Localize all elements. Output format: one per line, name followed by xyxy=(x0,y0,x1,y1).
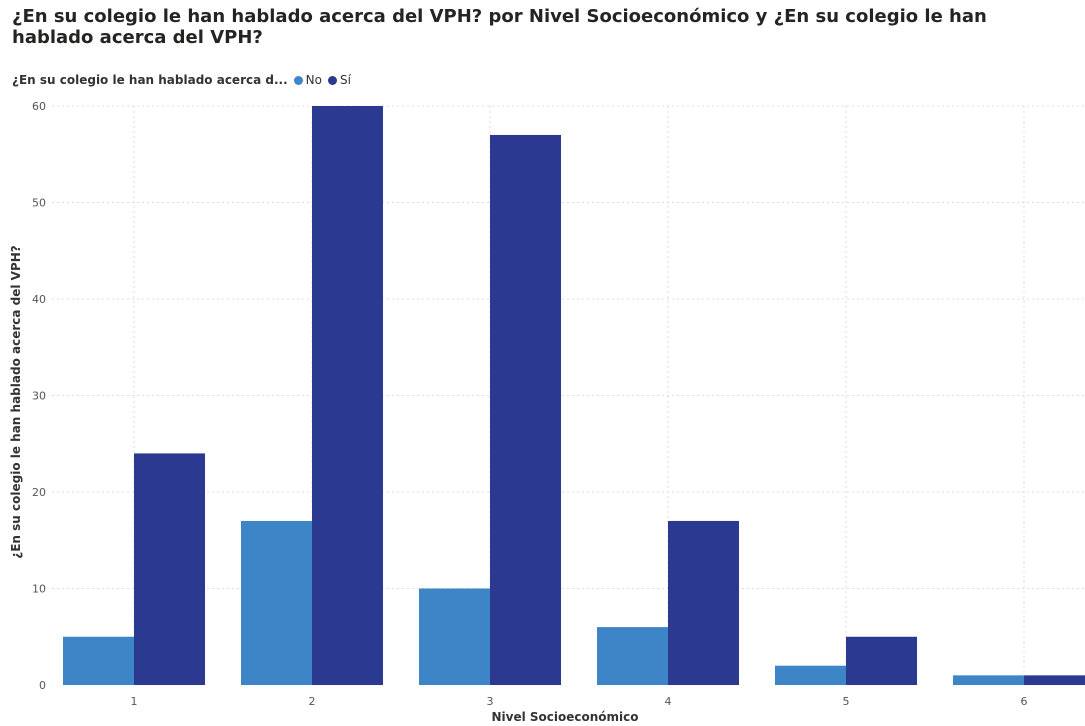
x-axis-ticks: 1 2 3 4 5 6 xyxy=(131,695,1028,708)
bar-no-5[interactable] xyxy=(775,665,846,685)
bar-no-6[interactable] xyxy=(953,675,1024,685)
y-tick-label: 0 xyxy=(39,679,46,692)
bar-no-4[interactable] xyxy=(597,627,668,685)
bar-no-3[interactable] xyxy=(419,588,490,686)
legend-item-si[interactable]: Sí xyxy=(327,73,351,87)
y-axis-label: ¿En su colegio le han hablado acerca del… xyxy=(9,245,23,559)
x-tick-label: 3 xyxy=(487,695,494,708)
y-tick-label: 50 xyxy=(32,197,46,210)
legend: ¿En su colegio le han hablado acerca d..… xyxy=(12,73,351,87)
bar-si-4[interactable] xyxy=(668,520,739,685)
x-axis-label: Nivel Socioeconómico xyxy=(491,710,638,724)
y-tick-label: 30 xyxy=(32,390,46,403)
bar-si-3[interactable] xyxy=(490,134,561,685)
x-tick-label: 2 xyxy=(309,695,316,708)
legend-swatch-no xyxy=(293,75,303,85)
x-tick-label: 1 xyxy=(131,695,138,708)
gridlines xyxy=(52,105,1085,685)
bar-no-2[interactable] xyxy=(241,520,312,685)
legend-title: ¿En su colegio le han hablado acerca d..… xyxy=(12,73,288,87)
bar-si-1[interactable] xyxy=(134,453,205,685)
x-tick-label: 4 xyxy=(665,695,672,708)
legend-label-si: Sí xyxy=(339,73,351,87)
y-axis-ticks: 0 10 20 30 40 50 60 xyxy=(32,100,46,692)
chart-title: ¿En su colegio le han hablado acerca del… xyxy=(12,6,987,48)
bars xyxy=(63,106,1085,685)
x-tick-label: 6 xyxy=(1021,695,1028,708)
legend-swatch-si xyxy=(327,75,337,85)
bar-no-1[interactable] xyxy=(63,636,134,685)
bar-si-6[interactable] xyxy=(1024,675,1085,685)
y-tick-label: 10 xyxy=(32,583,46,596)
bar-si-5[interactable] xyxy=(846,636,917,685)
bar-si-2[interactable] xyxy=(312,106,383,685)
legend-label-no: No xyxy=(305,73,322,87)
y-tick-label: 20 xyxy=(32,486,46,499)
y-tick-label: 40 xyxy=(32,293,46,306)
legend-item-no[interactable]: No xyxy=(293,73,322,87)
x-tick-label: 5 xyxy=(843,695,850,708)
y-tick-label: 60 xyxy=(32,100,46,113)
